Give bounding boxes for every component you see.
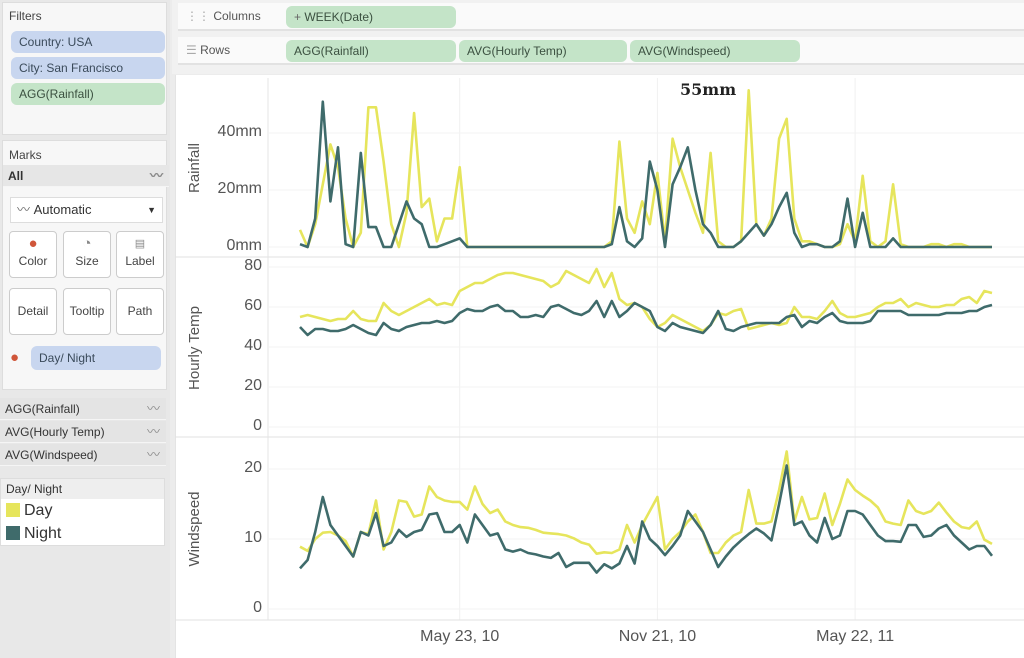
columns-label-text: Columns bbox=[213, 9, 261, 23]
y-tick-label: 0 bbox=[253, 417, 262, 434]
measure-rainfall[interactable]: AGG(Rainfall) 〰 bbox=[0, 398, 166, 420]
pill-week-date[interactable]: + WEEK(Date) bbox=[286, 6, 456, 28]
marks-title: Marks bbox=[9, 148, 42, 162]
filter-city[interactable]: City: San Francisco bbox=[11, 57, 165, 79]
mark-type-value: Automatic bbox=[33, 202, 92, 217]
measure-hourly-temp[interactable]: AVG(Hourly Temp) 〰 bbox=[0, 421, 166, 443]
marks-all-label: All bbox=[8, 169, 24, 183]
night-swatch bbox=[6, 526, 20, 540]
label-button[interactable]: ▤ Label bbox=[116, 231, 164, 278]
line-mark-icon: 〰 bbox=[149, 168, 163, 183]
line-mark-icon: 〰 bbox=[146, 401, 160, 416]
measure-label: AGG(Rainfall) bbox=[5, 402, 80, 416]
y-tick-label: 0mm bbox=[226, 237, 262, 254]
chart-area bbox=[175, 75, 1024, 658]
legend-title: Day/ Night bbox=[1, 479, 164, 499]
label-button-label: Label bbox=[125, 254, 155, 268]
legend-item-day[interactable]: Day bbox=[1, 499, 164, 522]
measure-label: AVG(Hourly Temp) bbox=[5, 425, 105, 439]
legend-item-night[interactable]: Night bbox=[1, 522, 164, 545]
x-tick-label: May 23, 10 bbox=[420, 628, 500, 645]
color-palette-icon: ● bbox=[28, 235, 38, 252]
max-annotation: 55mm bbox=[680, 80, 737, 99]
expand-plus-icon: + bbox=[294, 10, 305, 24]
filter-rainfall[interactable]: AGG(Rainfall) bbox=[11, 83, 165, 105]
y-tick-label: 60 bbox=[244, 297, 262, 314]
rows-shelf[interactable]: ☰ Rows AGG(Rainfall) AVG(Hourly Temp) AV… bbox=[178, 37, 1024, 65]
pill-agg-rainfall[interactable]: AGG(Rainfall) bbox=[286, 40, 456, 62]
color-button-label: Color bbox=[18, 254, 48, 268]
measures-list: AGG(Rainfall) 〰 AVG(Hourly Temp) 〰 AVG(Win… bbox=[0, 398, 168, 470]
pill-avg-hourly-temp[interactable]: AVG(Hourly Temp) bbox=[459, 40, 627, 62]
series-line-rainfall-day bbox=[298, 89, 992, 249]
series-line-rainfall-night bbox=[299, 100, 992, 249]
columns-shelf[interactable]: ⋮⋮ Columns + WEEK(Date) bbox=[178, 3, 1024, 31]
filters-card: Filters Country: USA City: San Francisco… bbox=[2, 2, 167, 135]
columns-shelf-label: ⋮⋮ Columns bbox=[186, 9, 261, 23]
y-tick-label: 20 bbox=[244, 459, 262, 476]
tooltip-button-label: Tooltip bbox=[69, 304, 105, 318]
label-icon: ▤ bbox=[134, 238, 146, 250]
legend-label: Night bbox=[24, 525, 62, 542]
path-button-label: Path bbox=[127, 304, 153, 318]
filter-country[interactable]: Country: USA bbox=[11, 31, 165, 53]
day-swatch bbox=[6, 503, 20, 517]
y-tick-label: 0 bbox=[253, 599, 262, 616]
series-line-windspeed-night bbox=[299, 464, 994, 574]
marks-all-row[interactable]: All 〰 bbox=[3, 165, 169, 187]
series-line-hourly-temp-night bbox=[299, 299, 993, 337]
size-button-label: Size bbox=[75, 254, 99, 268]
line-mark-icon: 〰 bbox=[17, 202, 31, 217]
rows-label-text: Rows bbox=[200, 43, 231, 57]
y-tick-label: 40mm bbox=[217, 123, 262, 140]
y-tick-label: 80 bbox=[244, 257, 262, 274]
mark-type-dropdown[interactable]: 〰 Automatic ▼ bbox=[10, 197, 163, 223]
path-button[interactable]: Path bbox=[116, 288, 164, 335]
line-mark-icon: 〰 bbox=[146, 424, 160, 439]
rows-shelf-label: ☰ Rows bbox=[186, 43, 230, 57]
tooltip-button[interactable]: Tooltip bbox=[63, 288, 111, 335]
pill-label: WEEK(Date) bbox=[304, 10, 374, 24]
color-palette-icon: ● bbox=[10, 349, 20, 366]
measure-windspeed[interactable]: AVG(Windspeed) 〰 bbox=[0, 444, 166, 466]
x-tick-label: Nov 21, 10 bbox=[618, 628, 697, 645]
color-button[interactable]: ● Color bbox=[9, 231, 57, 278]
size-icon: ◔ bbox=[82, 235, 92, 252]
y-tick-label: 20 bbox=[244, 377, 262, 394]
legend-label: Day bbox=[24, 502, 53, 519]
x-tick-label: May 22, 11 bbox=[816, 628, 895, 645]
color-field-pill[interactable]: Day/ Night bbox=[31, 346, 161, 370]
filters-title: Filters bbox=[9, 9, 42, 23]
columns-icon: ⋮⋮ bbox=[186, 9, 214, 23]
marks-card: Marks All 〰 〰 Automatic ▼ ● Color ◔ Size ▤… bbox=[2, 140, 169, 390]
y-tick-label: 40 bbox=[244, 337, 262, 354]
size-button[interactable]: ◔ Size bbox=[63, 231, 111, 278]
line-mark-icon: 〰 bbox=[146, 447, 160, 462]
pill-avg-windspeed[interactable]: AVG(Windspeed) bbox=[630, 40, 800, 62]
shelves-area: ⋮⋮ Columns + WEEK(Date) ☰ Rows AGG(Rainf… bbox=[172, 0, 1024, 74]
y-tick-label: 10 bbox=[244, 529, 262, 546]
detail-button-label: Detail bbox=[17, 304, 49, 318]
chevron-down-icon: ▼ bbox=[147, 205, 156, 215]
y-tick-label: 20mm bbox=[217, 180, 262, 197]
left-sidebar: Filters Country: USA City: San Francisco… bbox=[0, 0, 170, 658]
color-legend: Day/ Night Day Night bbox=[0, 478, 165, 546]
series-line-hourly-temp-day bbox=[299, 267, 993, 333]
detail-button[interactable]: Detail bbox=[9, 288, 57, 335]
y-axis-title: Rainfall bbox=[186, 142, 203, 193]
measure-label: AVG(Windspeed) bbox=[5, 448, 98, 462]
rows-icon: ☰ bbox=[186, 43, 201, 57]
series-line-windspeed-day bbox=[299, 450, 993, 558]
